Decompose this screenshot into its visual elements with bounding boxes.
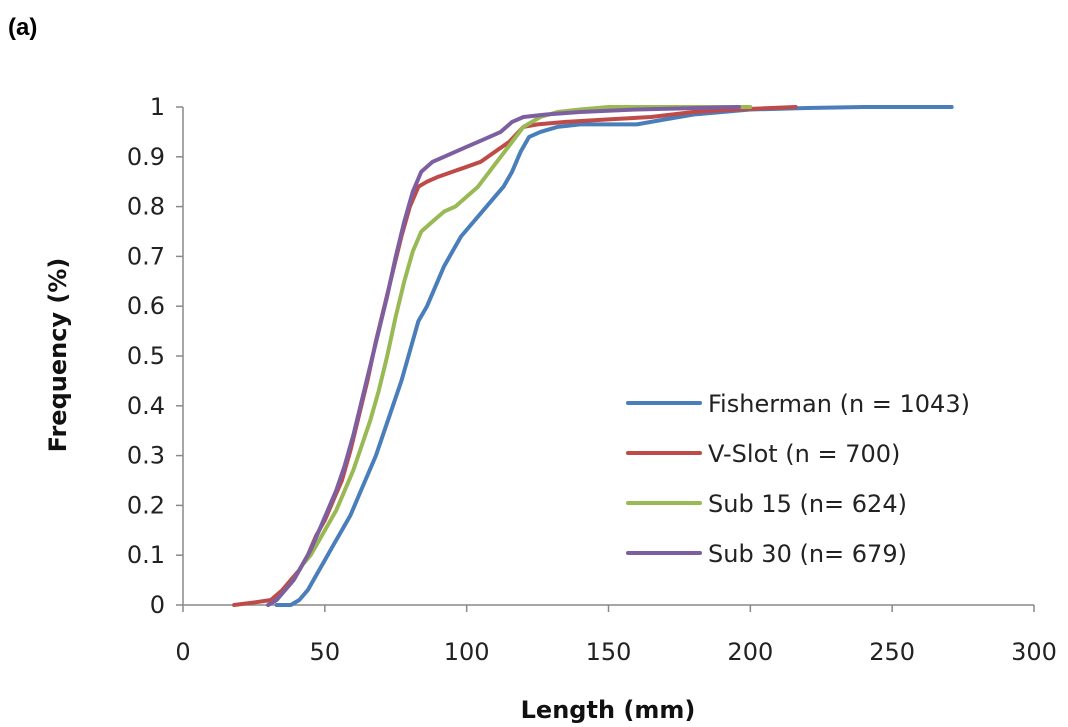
y-ticks: 0 0.1 0.2 0.3 0.4 0.5 0.6 0.7 0.8 0.9 1 (127, 93, 183, 619)
x-tick-label: 200 (727, 638, 773, 666)
x-tick-label: 0 (175, 638, 190, 666)
y-tick-label: 0.8 (127, 193, 165, 221)
axes (182, 107, 1034, 606)
series-line-3 (266, 105, 753, 607)
panel-label: (a) (8, 14, 38, 41)
x-tick-label: 300 (1011, 638, 1057, 666)
x-tick-label: 250 (869, 638, 915, 666)
x-axis-title: Length (mm) (521, 696, 696, 724)
y-tick-label: 0.7 (127, 242, 165, 270)
y-tick-label: 0.1 (127, 541, 165, 569)
x-tick-label: 150 (586, 638, 632, 666)
legend-label: Sub 15 (n= 624) (708, 490, 907, 518)
series-lines (232, 105, 954, 607)
y-tick-label: 0.2 (127, 491, 165, 519)
y-axis-title: Frequency (%) (44, 258, 72, 453)
x-ticks: 0 50 100 150 200 250 300 (175, 605, 1057, 666)
y-tick-label: 0.5 (127, 342, 165, 370)
y-tick-label: 1 (150, 93, 165, 121)
y-tick-label: 0 (150, 591, 165, 619)
series-line-4 (266, 105, 741, 607)
legend-label: V-Slot (n = 700) (708, 440, 900, 468)
x-tick-label: 50 (310, 638, 341, 666)
y-tick-label: 0.9 (127, 143, 165, 171)
y-tick-label: 0.4 (127, 392, 165, 420)
y-tick-label: 0.6 (127, 292, 165, 320)
x-tick-label: 100 (444, 638, 490, 666)
y-tick-label: 0.3 (127, 442, 165, 470)
series-line-1 (274, 105, 954, 607)
legend: Fisherman (n = 1043) V-Slot (n = 700) Sub … (626, 390, 970, 568)
legend-label: Fisherman (n = 1043) (708, 390, 970, 418)
legend-label: Sub 30 (n= 679) (708, 540, 907, 568)
